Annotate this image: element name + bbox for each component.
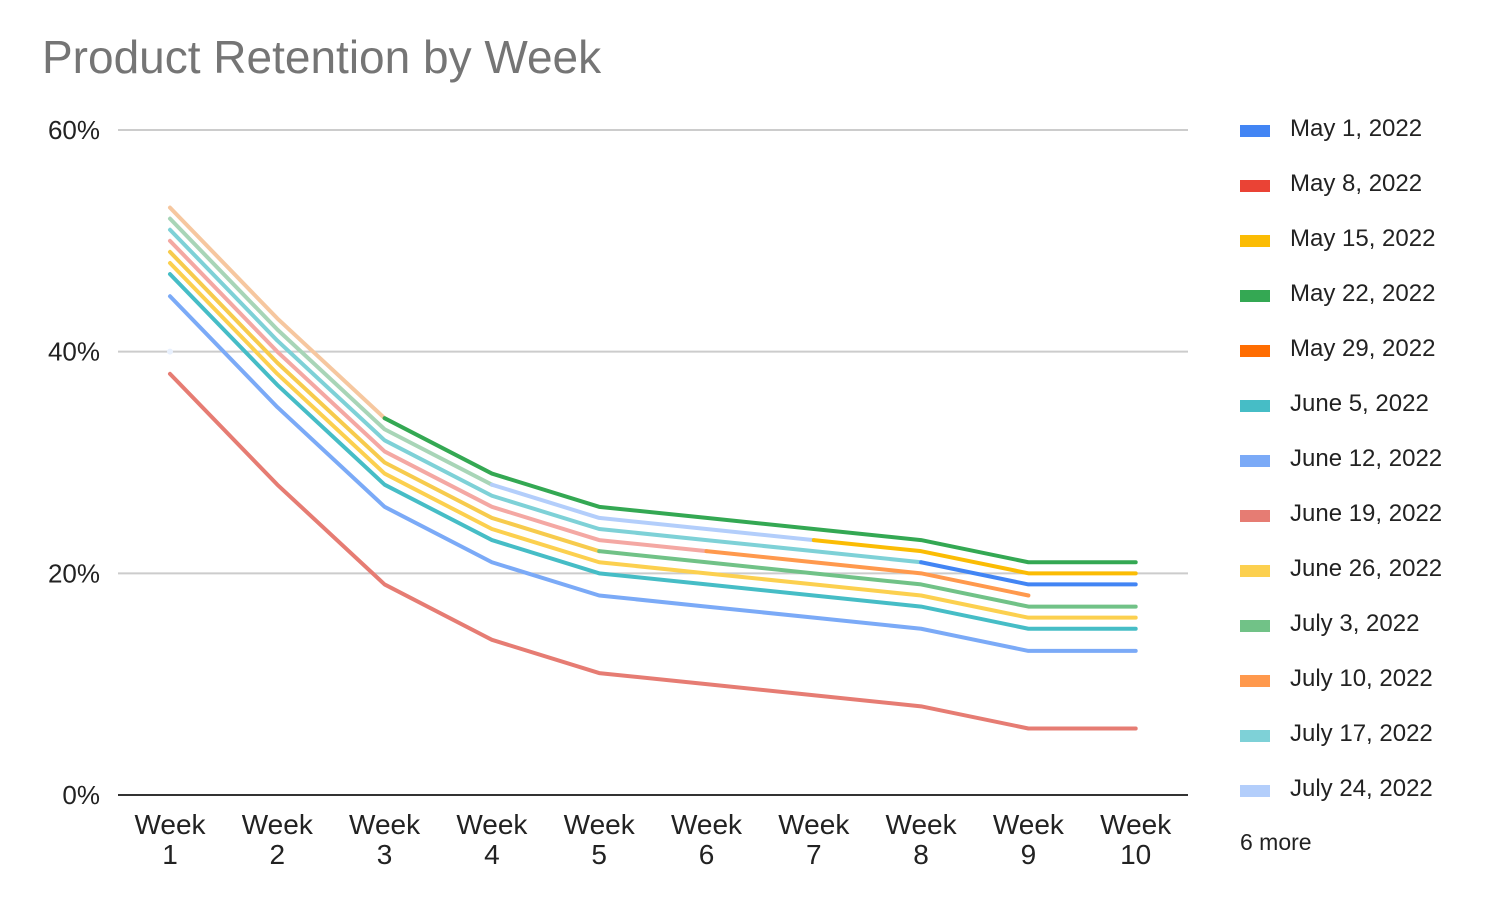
x-tick-label: Week 2 [242, 809, 314, 870]
series-line [597, 549, 1138, 609]
legend-swatch [1240, 235, 1270, 247]
series-line [168, 294, 1138, 653]
legend-label: May 22, 2022 [1290, 280, 1435, 307]
series-line [919, 560, 1138, 587]
legend-swatch [1240, 455, 1270, 467]
y-tick-label: 0% [62, 780, 100, 810]
legend-item[interactable]: July 3, 2022 [1240, 610, 1419, 637]
series-line [704, 549, 1031, 598]
legend-more-link[interactable]: 6 more [1240, 829, 1312, 855]
legend-item[interactable]: July 17, 2022 [1240, 720, 1433, 747]
series-line [489, 482, 816, 543]
series-line [168, 272, 1138, 631]
legend-swatch [1240, 620, 1270, 632]
legend-label: May 8, 2022 [1290, 170, 1422, 197]
legend-swatch [1240, 125, 1270, 137]
legend[interactable]: May 1, 2022 May 8, 2022 May 15, 2022 May 22… [1240, 115, 1442, 855]
x-axis-labels: Week 1 Week 2 Week 3 Week 4 Week 5 Week 6 Week 7 Week 8… [134, 809, 1172, 870]
gridlines [118, 129, 1188, 575]
legend-label: July 24, 2022 [1290, 775, 1433, 802]
legend-label: June 26, 2022 [1290, 555, 1442, 582]
series-line-hidden [168, 216, 494, 487]
x-tick-label: Week 4 [456, 809, 528, 870]
x-tick-label: Week 10 [1100, 809, 1172, 870]
legend-label: June 5, 2022 [1290, 390, 1429, 417]
legend-swatch [1240, 180, 1270, 192]
legend-swatch [1240, 400, 1270, 412]
series-line [811, 538, 1138, 576]
legend-label: July 10, 2022 [1290, 665, 1433, 692]
x-tick-label: Week 9 [993, 809, 1065, 870]
legend-swatch [1240, 290, 1270, 302]
y-axis-labels: 0% 20% 40% 60% [48, 115, 100, 810]
legend-label: June 12, 2022 [1290, 445, 1442, 472]
series-line [382, 416, 1138, 565]
x-tick-label: Week 1 [134, 809, 206, 870]
series-line-hidden [168, 238, 709, 554]
legend-item[interactable]: June 5, 2022 [1240, 390, 1429, 417]
legend-swatch [1240, 785, 1270, 797]
legend-item[interactable]: May 15, 2022 [1240, 225, 1435, 252]
series-lines [167, 205, 1138, 731]
chart-title: Product Retention by Week [42, 31, 602, 83]
legend-item[interactable]: May 1, 2022 [1240, 115, 1422, 142]
y-tick-label: 60% [48, 115, 100, 145]
legend-item[interactable]: June 26, 2022 [1240, 555, 1442, 582]
legend-item[interactable]: June 12, 2022 [1240, 445, 1442, 472]
legend-item[interactable]: July 24, 2022 [1240, 775, 1433, 802]
legend-item[interactable]: May 22, 2022 [1240, 280, 1435, 307]
legend-swatch [1240, 675, 1270, 687]
x-tick-label: Week 3 [349, 809, 421, 870]
legend-item[interactable]: June 19, 2022 [1240, 500, 1442, 527]
y-tick-label: 20% [48, 558, 100, 588]
legend-label: May 15, 2022 [1290, 225, 1435, 252]
x-tick-label: Week 8 [886, 809, 958, 870]
legend-label: June 19, 2022 [1290, 500, 1442, 527]
legend-swatch [1240, 510, 1270, 522]
legend-label: May 29, 2022 [1290, 335, 1435, 362]
legend-swatch [1240, 345, 1270, 357]
series-line-hidden [168, 249, 602, 554]
series-line-hidden [168, 205, 387, 421]
series-line [168, 227, 924, 565]
x-tick-label: Week 6 [671, 809, 743, 870]
x-tick-label: Week 7 [778, 809, 850, 870]
series-point [167, 348, 173, 355]
y-tick-label: 40% [48, 337, 100, 367]
legend-label: July 17, 2022 [1290, 720, 1433, 747]
legend-swatch [1240, 730, 1270, 742]
legend-swatch [1240, 565, 1270, 577]
x-tick-label: Week 5 [564, 809, 636, 870]
legend-label: May 1, 2022 [1290, 115, 1422, 142]
legend-item[interactable]: May 29, 2022 [1240, 335, 1435, 362]
series-line [168, 371, 1138, 731]
legend-label: July 3, 2022 [1290, 610, 1419, 637]
series-line [168, 261, 1138, 620]
legend-item[interactable]: July 10, 2022 [1240, 665, 1433, 692]
legend-item[interactable]: May 8, 2022 [1240, 170, 1422, 197]
